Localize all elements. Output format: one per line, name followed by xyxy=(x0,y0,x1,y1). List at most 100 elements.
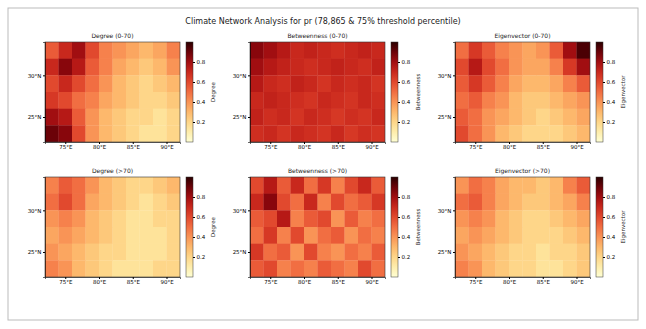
tick: 30°N xyxy=(233,208,250,214)
cell xyxy=(153,260,167,277)
tick-label: 0.4 xyxy=(402,99,411,105)
cell xyxy=(59,75,73,92)
tick: 0.4 xyxy=(603,234,616,240)
cell xyxy=(250,194,264,211)
cell xyxy=(563,210,577,227)
colorbar-ramp xyxy=(186,177,193,277)
cell xyxy=(536,194,550,211)
cell xyxy=(372,75,386,92)
tick: 0.4 xyxy=(193,99,206,105)
cell xyxy=(331,227,345,244)
cell xyxy=(469,125,483,142)
tick-label: 85°E xyxy=(127,144,141,150)
tick-label: 80°E xyxy=(503,144,517,150)
cell xyxy=(577,75,591,92)
tick-label: 80°E xyxy=(298,144,312,150)
axis-line xyxy=(194,43,196,143)
cell xyxy=(59,210,73,227)
cell xyxy=(563,59,577,76)
cell xyxy=(455,109,469,126)
cell xyxy=(291,92,305,109)
cell xyxy=(318,109,332,126)
cell xyxy=(318,59,332,76)
cell xyxy=(113,109,127,126)
cell xyxy=(455,244,469,261)
cell xyxy=(113,75,127,92)
tick-mark xyxy=(603,122,605,123)
cell xyxy=(72,260,86,277)
cell xyxy=(509,125,523,142)
cell xyxy=(140,42,154,59)
cell xyxy=(59,125,73,142)
cell xyxy=(277,227,291,244)
cell xyxy=(113,125,127,142)
tick-mark xyxy=(398,237,400,238)
cell xyxy=(140,109,154,126)
tick: 25°N xyxy=(233,249,250,255)
tick: 90°E xyxy=(365,142,379,150)
cell xyxy=(113,244,127,261)
cell xyxy=(496,227,510,244)
cell xyxy=(550,177,564,194)
cell xyxy=(482,260,496,277)
cell xyxy=(126,109,140,126)
cell xyxy=(167,177,181,194)
cell xyxy=(86,42,100,59)
colorbar-label: Degree xyxy=(210,81,217,102)
cell xyxy=(45,244,59,261)
cell xyxy=(469,177,483,194)
cell xyxy=(536,210,550,227)
cell xyxy=(291,59,305,76)
tick: 90°E xyxy=(570,277,584,285)
cell xyxy=(277,194,291,211)
cell xyxy=(469,227,483,244)
cell xyxy=(304,177,318,194)
cell xyxy=(277,244,291,261)
cell xyxy=(291,42,305,59)
cell xyxy=(277,92,291,109)
cell xyxy=(264,194,278,211)
cell xyxy=(264,177,278,194)
cell xyxy=(86,75,100,92)
cell xyxy=(140,210,154,227)
tick-label: 30°N xyxy=(28,208,42,214)
axis-line xyxy=(453,178,456,278)
tick-mark xyxy=(453,210,455,211)
tick: 0.8 xyxy=(603,59,616,65)
cell xyxy=(72,244,86,261)
cell xyxy=(153,42,167,59)
cell xyxy=(536,42,550,59)
cell xyxy=(469,244,483,261)
cell xyxy=(550,42,564,59)
cell xyxy=(126,260,140,277)
cell xyxy=(331,210,345,227)
tick-mark xyxy=(193,257,195,258)
plot-frame xyxy=(250,42,385,142)
cell xyxy=(318,177,332,194)
cell xyxy=(99,59,113,76)
tick: 0.2 xyxy=(193,254,205,260)
tick-label: 90°E xyxy=(160,279,174,285)
tick: 0.8 xyxy=(398,59,411,65)
tick: 30°N xyxy=(233,73,250,79)
cell xyxy=(86,227,100,244)
cell xyxy=(86,125,100,142)
cell xyxy=(469,210,483,227)
tick-label: 0.8 xyxy=(197,59,206,65)
cell xyxy=(59,92,73,109)
cell xyxy=(86,210,100,227)
tick-label: 0.8 xyxy=(402,59,411,65)
cell xyxy=(264,260,278,277)
cell xyxy=(45,260,59,277)
tick-mark xyxy=(398,62,400,63)
axis-line xyxy=(248,43,251,143)
cell xyxy=(153,75,167,92)
cell xyxy=(482,59,496,76)
tick: 90°E xyxy=(160,277,174,285)
cell xyxy=(304,244,318,261)
tick-mark xyxy=(248,252,250,253)
tick-label: 0.2 xyxy=(197,119,206,125)
cell xyxy=(509,210,523,227)
x-axis: 75°E80°E85°E90°E xyxy=(46,277,181,285)
tick: 30°N xyxy=(438,208,455,214)
